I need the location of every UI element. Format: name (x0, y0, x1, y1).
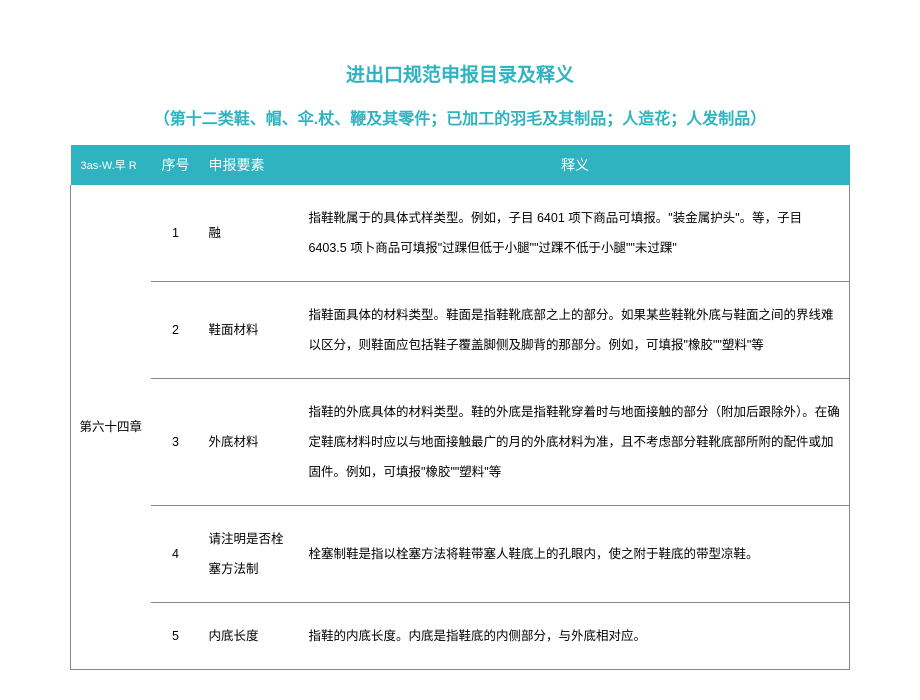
cell-seq: 3 (151, 379, 201, 506)
declaration-table: 3as-W.早 R 序号 申报要素 释义 第六十四章 1 融 指鞋靴属于的具体式… (70, 145, 850, 670)
cell-seq: 2 (151, 282, 201, 379)
page-title-sub: （第十二类鞋、帽、伞.杖、鞭及其零件；已加工的羽毛及其制品；人造花；人发制品） (70, 105, 850, 129)
cell-chapter: 第六十四章 (71, 185, 151, 670)
page-title-main: 进出口规范申报目录及释义 (70, 60, 850, 87)
cell-element: 内底长度 (201, 603, 301, 670)
cell-meaning: 指鞋的外底具体的材料类型。鞋的外底是指鞋靴穿着时与地面接触的部分（附加后跟除外）… (301, 379, 850, 506)
cell-element: 请注明是否栓塞方法制 (201, 506, 301, 603)
table-row: 4 请注明是否栓塞方法制 栓塞制鞋是指以栓塞方法将鞋带塞人鞋底上的孔眼内，使之附… (71, 506, 850, 603)
cell-seq: 4 (151, 506, 201, 603)
header-chapter: 3as-W.早 R (71, 145, 151, 185)
header-meaning: 释义 (301, 145, 850, 185)
cell-meaning: 指鞋面具体的材料类型。鞋面是指鞋靴底部之上的部分。如果某些鞋靴外底与鞋面之间的界… (301, 282, 850, 379)
cell-element: 鞋面材料 (201, 282, 301, 379)
cell-meaning: 指鞋的内底长度。内底是指鞋底的内侧部分，与外底相对应。 (301, 603, 850, 670)
header-element: 申报要素 (201, 145, 301, 185)
table-row: 3 外底材料 指鞋的外底具体的材料类型。鞋的外底是指鞋靴穿着时与地面接触的部分（… (71, 379, 850, 506)
table-row: 第六十四章 1 融 指鞋靴属于的具体式样类型。例如，子目 6401 项下商品可填… (71, 185, 850, 282)
cell-element: 融 (201, 185, 301, 282)
table-header-row: 3as-W.早 R 序号 申报要素 释义 (71, 145, 850, 185)
cell-meaning: 指鞋靴属于的具体式样类型。例如，子目 6401 项下商品可填报。"装金属护头"。… (301, 185, 850, 282)
cell-seq: 5 (151, 603, 201, 670)
cell-element: 外底材料 (201, 379, 301, 506)
header-seq: 序号 (151, 145, 201, 185)
cell-seq: 1 (151, 185, 201, 282)
table-row: 5 内底长度 指鞋的内底长度。内底是指鞋底的内侧部分，与外底相对应。 (71, 603, 850, 670)
table-row: 2 鞋面材料 指鞋面具体的材料类型。鞋面是指鞋靴底部之上的部分。如果某些鞋靴外底… (71, 282, 850, 379)
cell-meaning: 栓塞制鞋是指以栓塞方法将鞋带塞人鞋底上的孔眼内，使之附于鞋底的带型凉鞋。 (301, 506, 850, 603)
